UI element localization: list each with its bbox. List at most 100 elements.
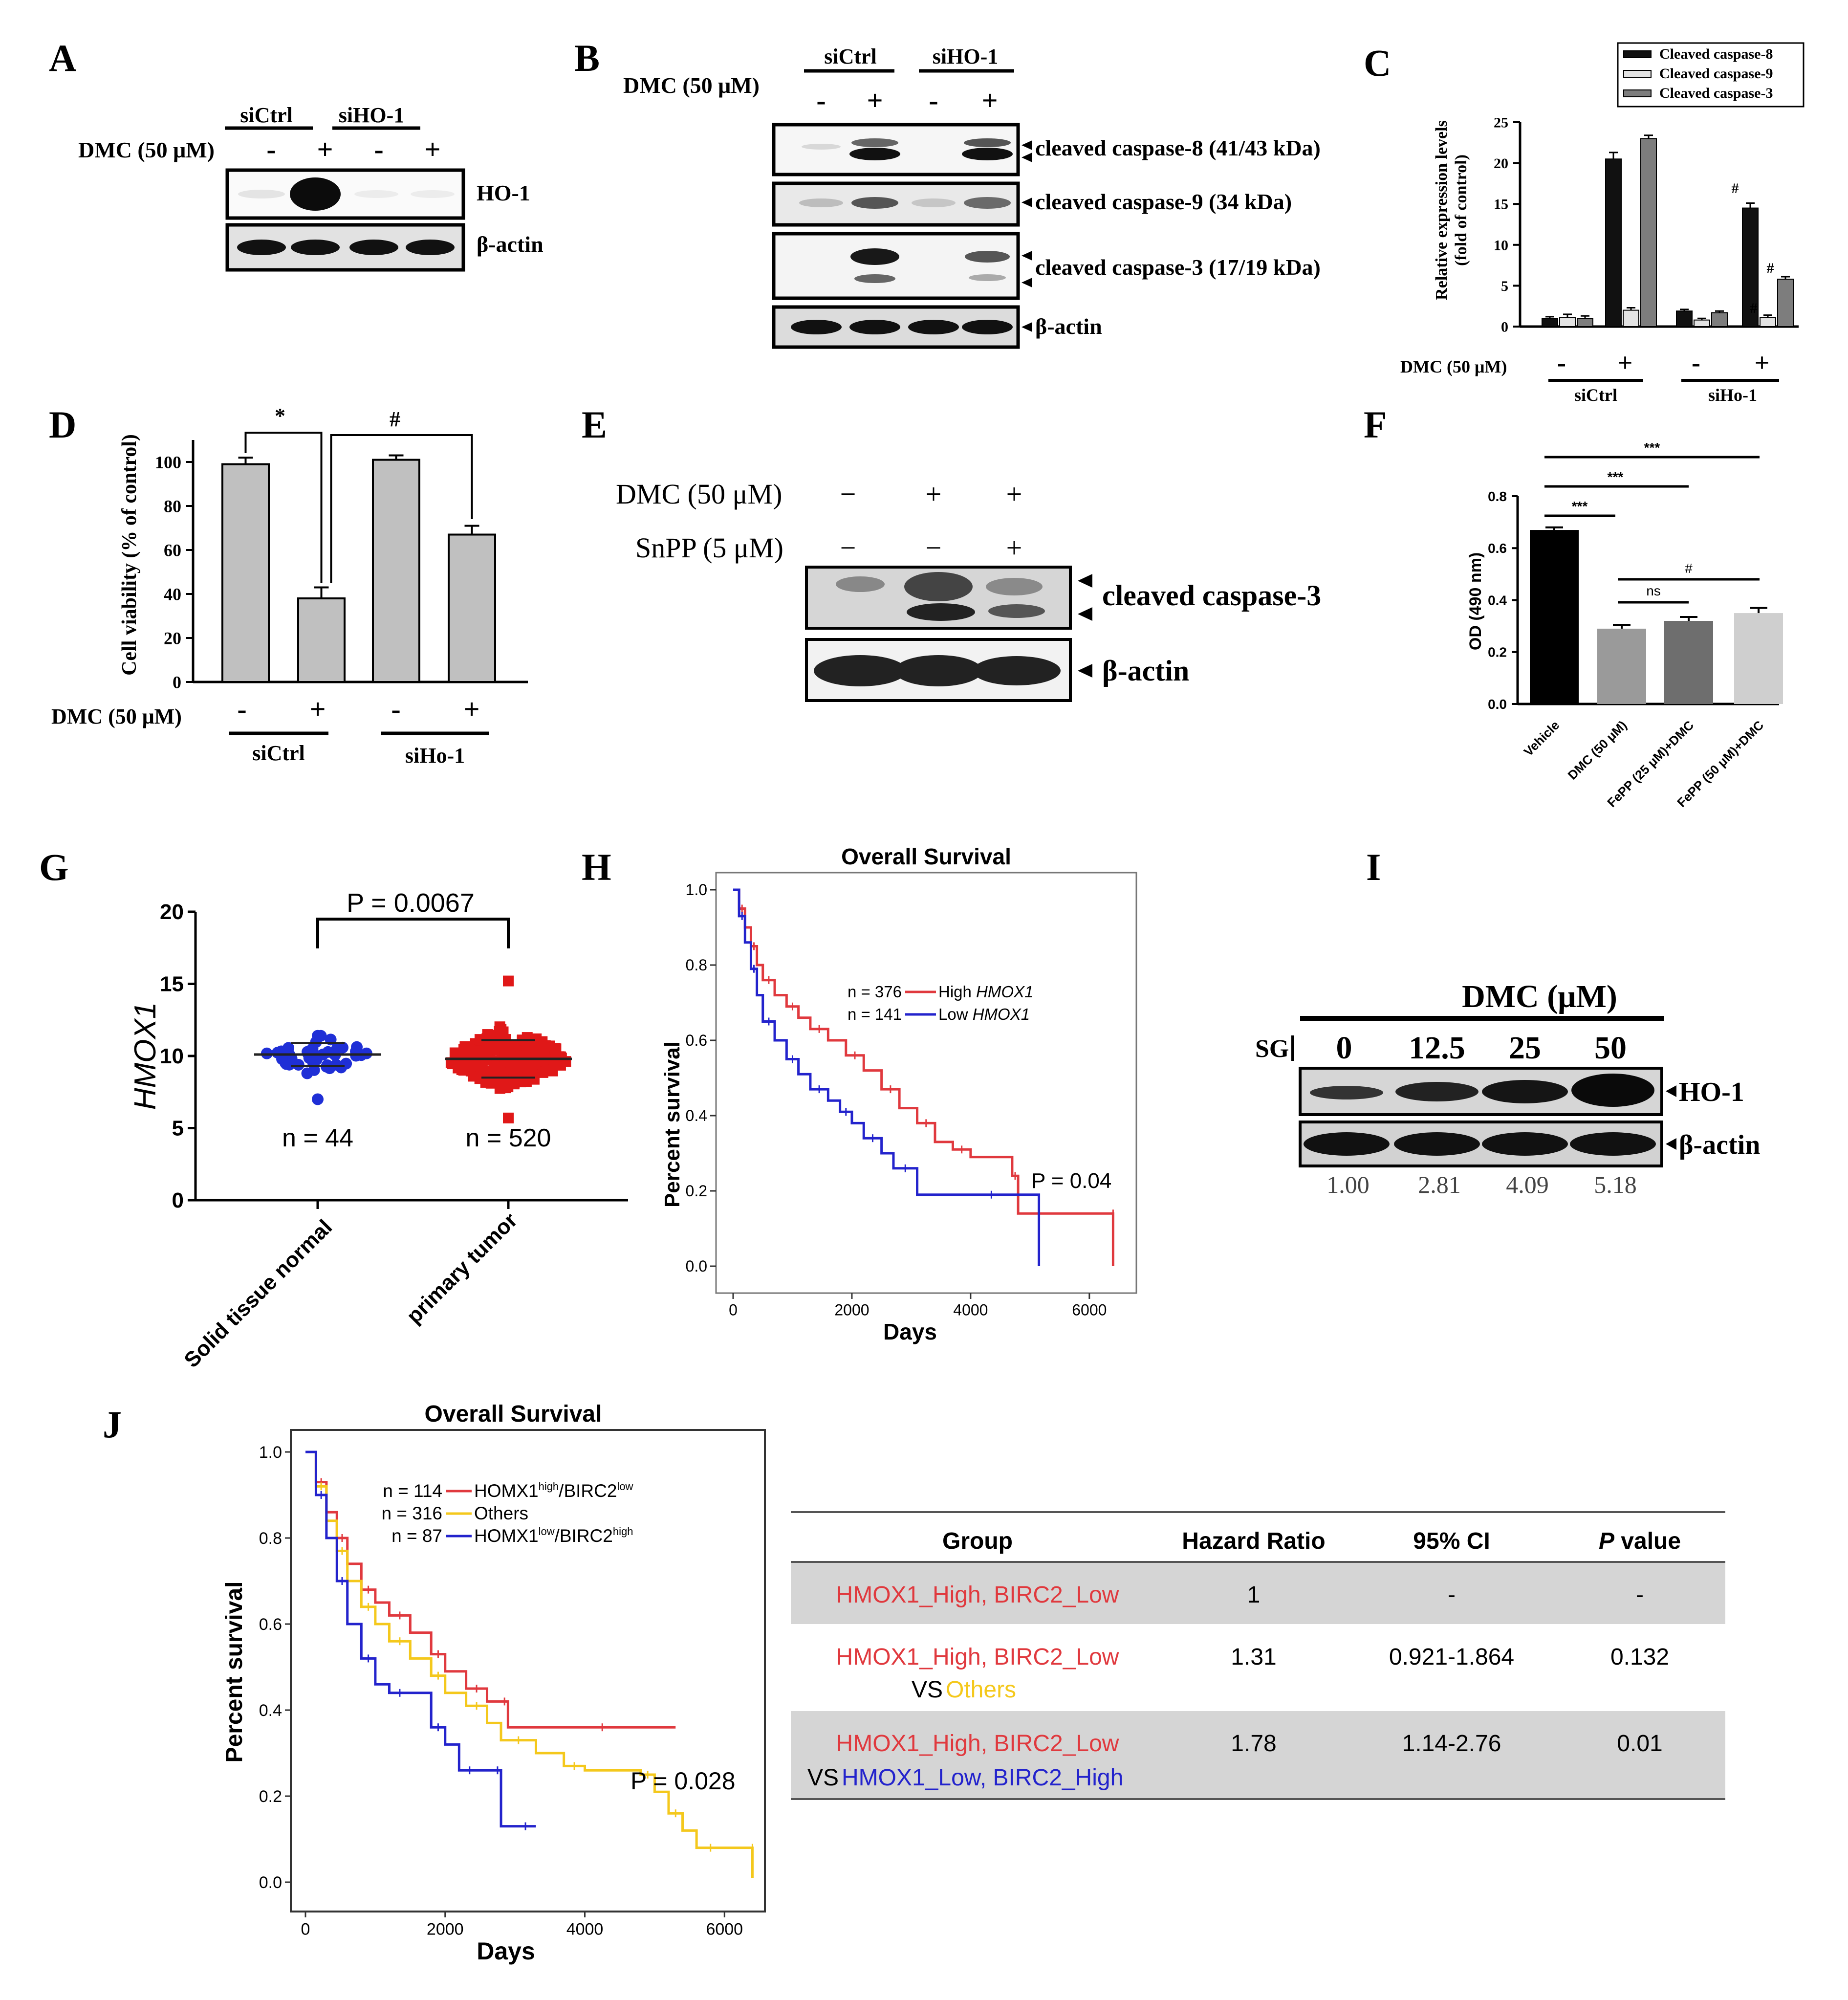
data-point — [542, 1065, 553, 1076]
sig-star: * — [275, 404, 285, 428]
data-point — [494, 1083, 505, 1094]
x-tick-label: 2000 — [427, 1920, 464, 1939]
panel-a-sign: + — [317, 133, 333, 165]
panel-b: B siCtrl siHO-1 DMC (50 μM) - + - + — [574, 37, 1321, 349]
plot-frame — [715, 872, 1137, 1294]
panel-c-treatment: DMC (50 μM) — [1400, 357, 1507, 376]
data-point — [503, 1112, 514, 1123]
legend-n: n = 376 — [848, 983, 902, 1001]
y-tick-label: 1.0 — [259, 1443, 282, 1462]
x-category: Vehicle — [1521, 718, 1563, 759]
data-point — [312, 1093, 324, 1105]
legend-casp3: Cleaved caspase-3 — [1659, 85, 1773, 101]
y-tick-label: 0.6 — [259, 1615, 282, 1634]
data-point — [459, 1049, 470, 1060]
axis-y-label: Percent survival — [660, 1041, 684, 1208]
data-point — [283, 1042, 295, 1054]
data-point — [554, 1051, 565, 1062]
panel-d-sign: - — [237, 693, 246, 725]
x-tick-label: 2000 — [834, 1301, 869, 1319]
axis-y-label: Cell viability (% of control) — [118, 434, 141, 676]
hazard-table: Group Hazard Ratio 95% CI P value HMOX1_… — [791, 1511, 1725, 1800]
panel-a-sign: - — [266, 133, 276, 165]
conc-label: 0 — [1336, 1030, 1352, 1066]
x-category: Solid tissue normal — [179, 1215, 337, 1372]
data-point — [537, 1036, 548, 1047]
bar — [1542, 318, 1558, 328]
legend-low: Low HMOX1 — [938, 1005, 1030, 1023]
y-tick-label: 80 — [164, 497, 181, 516]
x-tick-label: 6000 — [706, 1920, 743, 1939]
bar — [1559, 317, 1576, 327]
y-tick-label: 0 — [172, 1188, 184, 1212]
axis-y-label: (fold of control) — [1452, 154, 1470, 266]
panel-a-group-sictrl: siCtrl — [240, 103, 293, 127]
x-category: DMC (50 μM) — [1565, 718, 1630, 783]
data-point — [449, 1047, 460, 1058]
y-tick-label: 0.6 — [686, 1032, 707, 1049]
bar — [1711, 312, 1728, 327]
band-label-ho1: HO-1 — [477, 180, 530, 205]
blot-band — [290, 177, 341, 211]
table-cell: - — [1636, 1582, 1644, 1608]
y-tick-label: 0.2 — [259, 1787, 282, 1806]
legend-high: High HMOX1 — [938, 983, 1033, 1001]
table-cell-group: HMOX1_High, BIRC2_Low — [836, 1582, 1119, 1608]
bar — [1530, 530, 1579, 704]
data-point — [489, 1063, 500, 1074]
data-point — [508, 1040, 520, 1052]
table-cell-group: HMOX1_High, BIRC2_Low — [836, 1731, 1119, 1757]
panel-a-label: A — [49, 37, 76, 79]
n-tumor: n = 520 — [466, 1124, 551, 1152]
panel-b-group-siho1: siHO-1 — [933, 44, 998, 68]
quant-value: 1.00 — [1326, 1171, 1370, 1198]
y-tick-label: 0.0 — [686, 1257, 707, 1275]
data-point — [301, 1067, 313, 1079]
y-tick-label: 10 — [160, 1044, 184, 1068]
table-cell: 1.78 — [1231, 1731, 1276, 1757]
panel-i-label: I — [1366, 846, 1381, 888]
panel-f-label: F — [1364, 403, 1387, 446]
table-header: Hazard Ratio — [1182, 1528, 1325, 1554]
n-normal: n = 44 — [282, 1124, 353, 1152]
panel-e-sign: − — [840, 478, 856, 510]
panel-j: J Overall Survival Percent survival Days… — [103, 1401, 1725, 1965]
table-cell: 1.14-2.76 — [1402, 1731, 1501, 1757]
data-point — [511, 1059, 522, 1070]
y-tick-label: 0.4 — [259, 1701, 282, 1720]
table-cell: - — [1448, 1582, 1456, 1608]
panel-d-group: siHo-1 — [405, 744, 465, 768]
table-cell-group: Others — [946, 1677, 1016, 1703]
bar — [221, 463, 270, 683]
quant-value: 4.09 — [1506, 1171, 1549, 1198]
panel-e: E DMC (50 μM) SnPP (5 μM) − + + − − + cl… — [582, 403, 1321, 702]
legend-casp8: Cleaved caspase-8 — [1659, 46, 1773, 62]
band-label-actin: β-actin — [1035, 314, 1102, 339]
legend-others: Others — [474, 1503, 528, 1523]
quant-value: 5.18 — [1594, 1171, 1637, 1198]
data-point — [312, 1030, 324, 1042]
table-cell-group: HMOX1_High, BIRC2_Low — [836, 1644, 1119, 1670]
band-label-casp3: cleaved caspase-3 — [1102, 579, 1321, 612]
band-label-actin: β-actin — [1102, 655, 1189, 687]
x-tick-label: 4000 — [953, 1301, 988, 1319]
y-tick-label: 0.0 — [1488, 697, 1507, 712]
sig-stars: *** — [1572, 499, 1588, 514]
panel-c-sign: - — [1692, 348, 1700, 377]
y-tick-label: 0 — [1501, 319, 1508, 335]
x-tick-label: 6000 — [1072, 1301, 1107, 1319]
bar — [1777, 279, 1794, 327]
panel-b-sign: - — [929, 85, 938, 116]
bar — [1577, 318, 1593, 328]
panel-d-group: siCtrl — [252, 741, 305, 765]
panel-b-label: B — [574, 37, 600, 79]
table-cell-vs: VS — [807, 1765, 839, 1791]
y-tick-label: 60 — [164, 541, 181, 560]
panel-g-label: G — [39, 846, 69, 888]
conc-label: 25 — [1509, 1030, 1541, 1066]
panel-d-sign: - — [391, 693, 400, 725]
sig-bracket — [244, 432, 323, 583]
bar — [1597, 628, 1646, 704]
survival-curve — [733, 888, 1041, 1266]
